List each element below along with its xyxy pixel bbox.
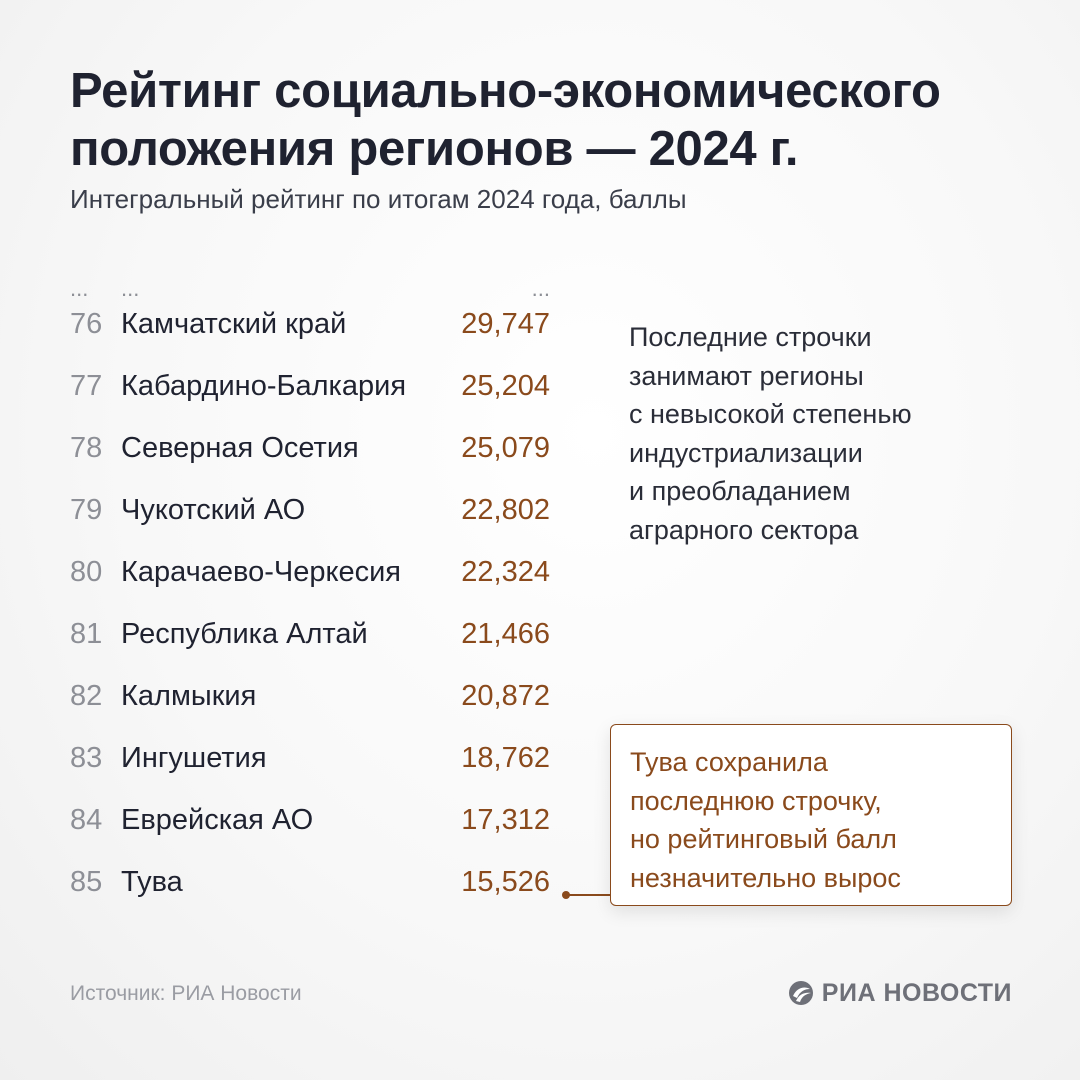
region-cell: Калмыкия bbox=[121, 680, 257, 712]
table-row: 85 Тува 15,526 bbox=[70, 866, 550, 928]
region-cell: Кабардино-Балкария bbox=[121, 370, 407, 402]
rank-cell: 76 bbox=[70, 308, 103, 340]
note-line: индустриализации bbox=[629, 437, 863, 468]
annotation-note: Последние строчки занимают регионы с нев… bbox=[629, 318, 989, 549]
score-cell: 20,872 bbox=[461, 680, 550, 712]
table-row: 81 Республика Алтай 21,466 bbox=[70, 618, 550, 680]
region-cell: Ингушетия bbox=[121, 742, 267, 774]
title-line-1: Рейтинг социально-экономического bbox=[70, 64, 941, 118]
region-cell: Северная Осетия bbox=[121, 432, 359, 464]
callout-line: последнюю строчку, bbox=[630, 785, 882, 816]
rank-cell: 83 bbox=[70, 742, 103, 774]
region-cell: Еврейская АО bbox=[121, 804, 314, 836]
callout-line: незначительно вырос bbox=[630, 862, 901, 893]
note-line: аграрного сектора bbox=[629, 514, 859, 545]
score-cell: 15,526 bbox=[461, 866, 550, 898]
rank-cell: 77 bbox=[70, 370, 103, 402]
region-cell: Тува bbox=[121, 866, 183, 898]
callout-line: Тува сохранила bbox=[630, 747, 828, 777]
score-cell: 25,079 bbox=[461, 432, 550, 464]
rank-cell: 84 bbox=[70, 804, 103, 836]
table-row: 78 Северная Осетия 25,079 bbox=[70, 432, 550, 494]
callout-connector-line bbox=[565, 894, 611, 896]
region-cell: Чукотский АО bbox=[121, 494, 306, 526]
table-row: 76 Камчатский край 29,747 bbox=[70, 308, 550, 370]
logo-text: РИА НОВОСТИ bbox=[821, 978, 1012, 1007]
ranking-table: ... ... ... 76 Камчатский край 29,747 77 Каб… bbox=[70, 272, 550, 928]
region-cell: Республика Алтай bbox=[121, 618, 368, 650]
callout-connector-dot bbox=[562, 891, 570, 899]
chart-subtitle: Интегральный рейтинг по итогам 2024 года… bbox=[70, 184, 687, 214]
note-line: и преобладанием bbox=[629, 476, 851, 506]
score-cell: 25,204 bbox=[461, 370, 550, 402]
ellipsis-rank: ... bbox=[70, 276, 89, 301]
ria-logo-icon bbox=[788, 981, 813, 1005]
score-cell: 29,747 bbox=[461, 308, 550, 340]
table-row: 80 Карачаево-Черкесия 22,324 bbox=[70, 556, 550, 618]
rank-cell: 80 bbox=[70, 556, 103, 588]
ellipsis-score: ... bbox=[531, 276, 550, 301]
score-cell: 21,466 bbox=[461, 618, 550, 650]
note-line: Последние строчки bbox=[629, 322, 872, 352]
rank-cell: 79 bbox=[70, 494, 103, 526]
source-note: Источник: РИА Новости bbox=[70, 982, 302, 1005]
title-line-2: положения регионов — 2024 г. bbox=[70, 122, 799, 176]
table-row: 83 Ингушетия 18,762 bbox=[70, 742, 550, 804]
tuva-callout-box: Тува сохранила последнюю строчку, но рей… bbox=[610, 724, 1012, 906]
ria-novosti-logo: РИА НОВОСТИ bbox=[788, 976, 1012, 1010]
rank-cell: 82 bbox=[70, 680, 103, 712]
ellipsis-row: ... ... ... bbox=[70, 272, 550, 308]
ellipsis-region: ... bbox=[121, 276, 140, 301]
note-line: с невысокой степенью bbox=[629, 399, 912, 429]
table-row: 79 Чукотский АО 22,802 bbox=[70, 494, 550, 556]
score-cell: 22,802 bbox=[461, 494, 550, 526]
rank-cell: 85 bbox=[70, 866, 103, 898]
note-line: занимают регионы bbox=[629, 360, 864, 391]
score-cell: 22,324 bbox=[461, 556, 550, 588]
rank-cell: 81 bbox=[70, 618, 103, 650]
callout-line: но рейтинговый балл bbox=[630, 824, 897, 854]
table-row: 84 Еврейская АО 17,312 bbox=[70, 804, 550, 866]
region-cell: Камчатский край bbox=[121, 308, 347, 340]
table-row: 82 Калмыкия 20,872 bbox=[70, 680, 550, 742]
rank-cell: 78 bbox=[70, 432, 103, 464]
chart-title: Рейтинг социально-экономического положен… bbox=[70, 62, 1030, 178]
score-cell: 18,762 bbox=[461, 742, 550, 774]
region-cell: Карачаево-Черкесия bbox=[121, 556, 402, 588]
table-row: 77 Кабардино-Балкария 25,204 bbox=[70, 370, 550, 432]
score-cell: 17,312 bbox=[461, 804, 550, 836]
